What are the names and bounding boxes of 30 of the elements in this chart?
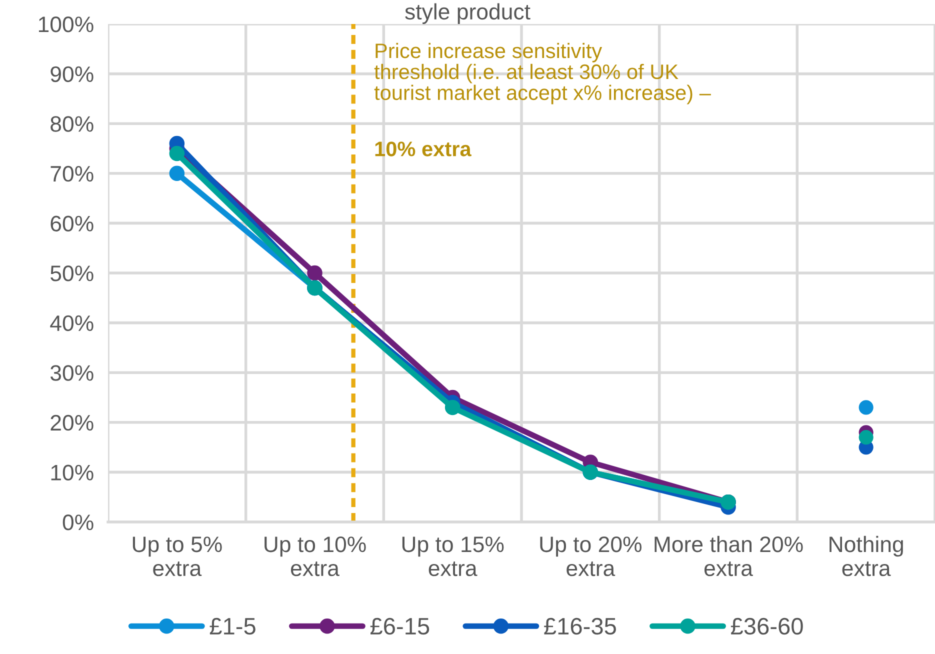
- point: [444, 400, 460, 416]
- legend-label: £1-5: [210, 618, 256, 635]
- y-tick-label: 50%: [50, 266, 94, 282]
- y-tick-label: 90%: [50, 66, 94, 82]
- chart-title: style product: [405, 3, 530, 24]
- y-tick-label: 0%: [62, 514, 94, 530]
- point: [169, 166, 185, 182]
- legend-label: £6-15: [370, 618, 430, 635]
- x-tick-label: Up to 10% extra: [264, 536, 366, 576]
- legend-label: £16-35: [544, 618, 616, 635]
- point: [169, 146, 185, 162]
- point: [858, 430, 874, 445]
- x-tick-label: Nothing extra: [830, 536, 903, 576]
- x-tick-label: Up to 15% extra: [402, 536, 504, 576]
- y-tick-label: 80%: [50, 116, 94, 132]
- y-tick-label: 30%: [50, 365, 94, 381]
- x-tick-label: Up to 20% extra: [540, 536, 642, 576]
- y-tick-label: 40%: [50, 315, 94, 332]
- y-tick-label: 70%: [50, 166, 94, 182]
- y-tick-label: 100%: [38, 16, 94, 32]
- point: [858, 400, 874, 415]
- y-tick-label: 10%: [51, 464, 94, 480]
- x-tick-label: More than 20% extra: [654, 536, 803, 576]
- point: [307, 265, 322, 281]
- x-tick-label: Up to 5% extra: [132, 536, 222, 576]
- annotation: 10% extra: [375, 142, 472, 156]
- annotation: Price increase sensitivity threshold (i.e. at least 30% of UK tourist market accept x% increase) –: [374, 42, 711, 104]
- y-tick-label: 20%: [50, 414, 94, 431]
- y-tick-label: 60%: [50, 216, 94, 232]
- legend-label: £36-60: [730, 618, 803, 635]
